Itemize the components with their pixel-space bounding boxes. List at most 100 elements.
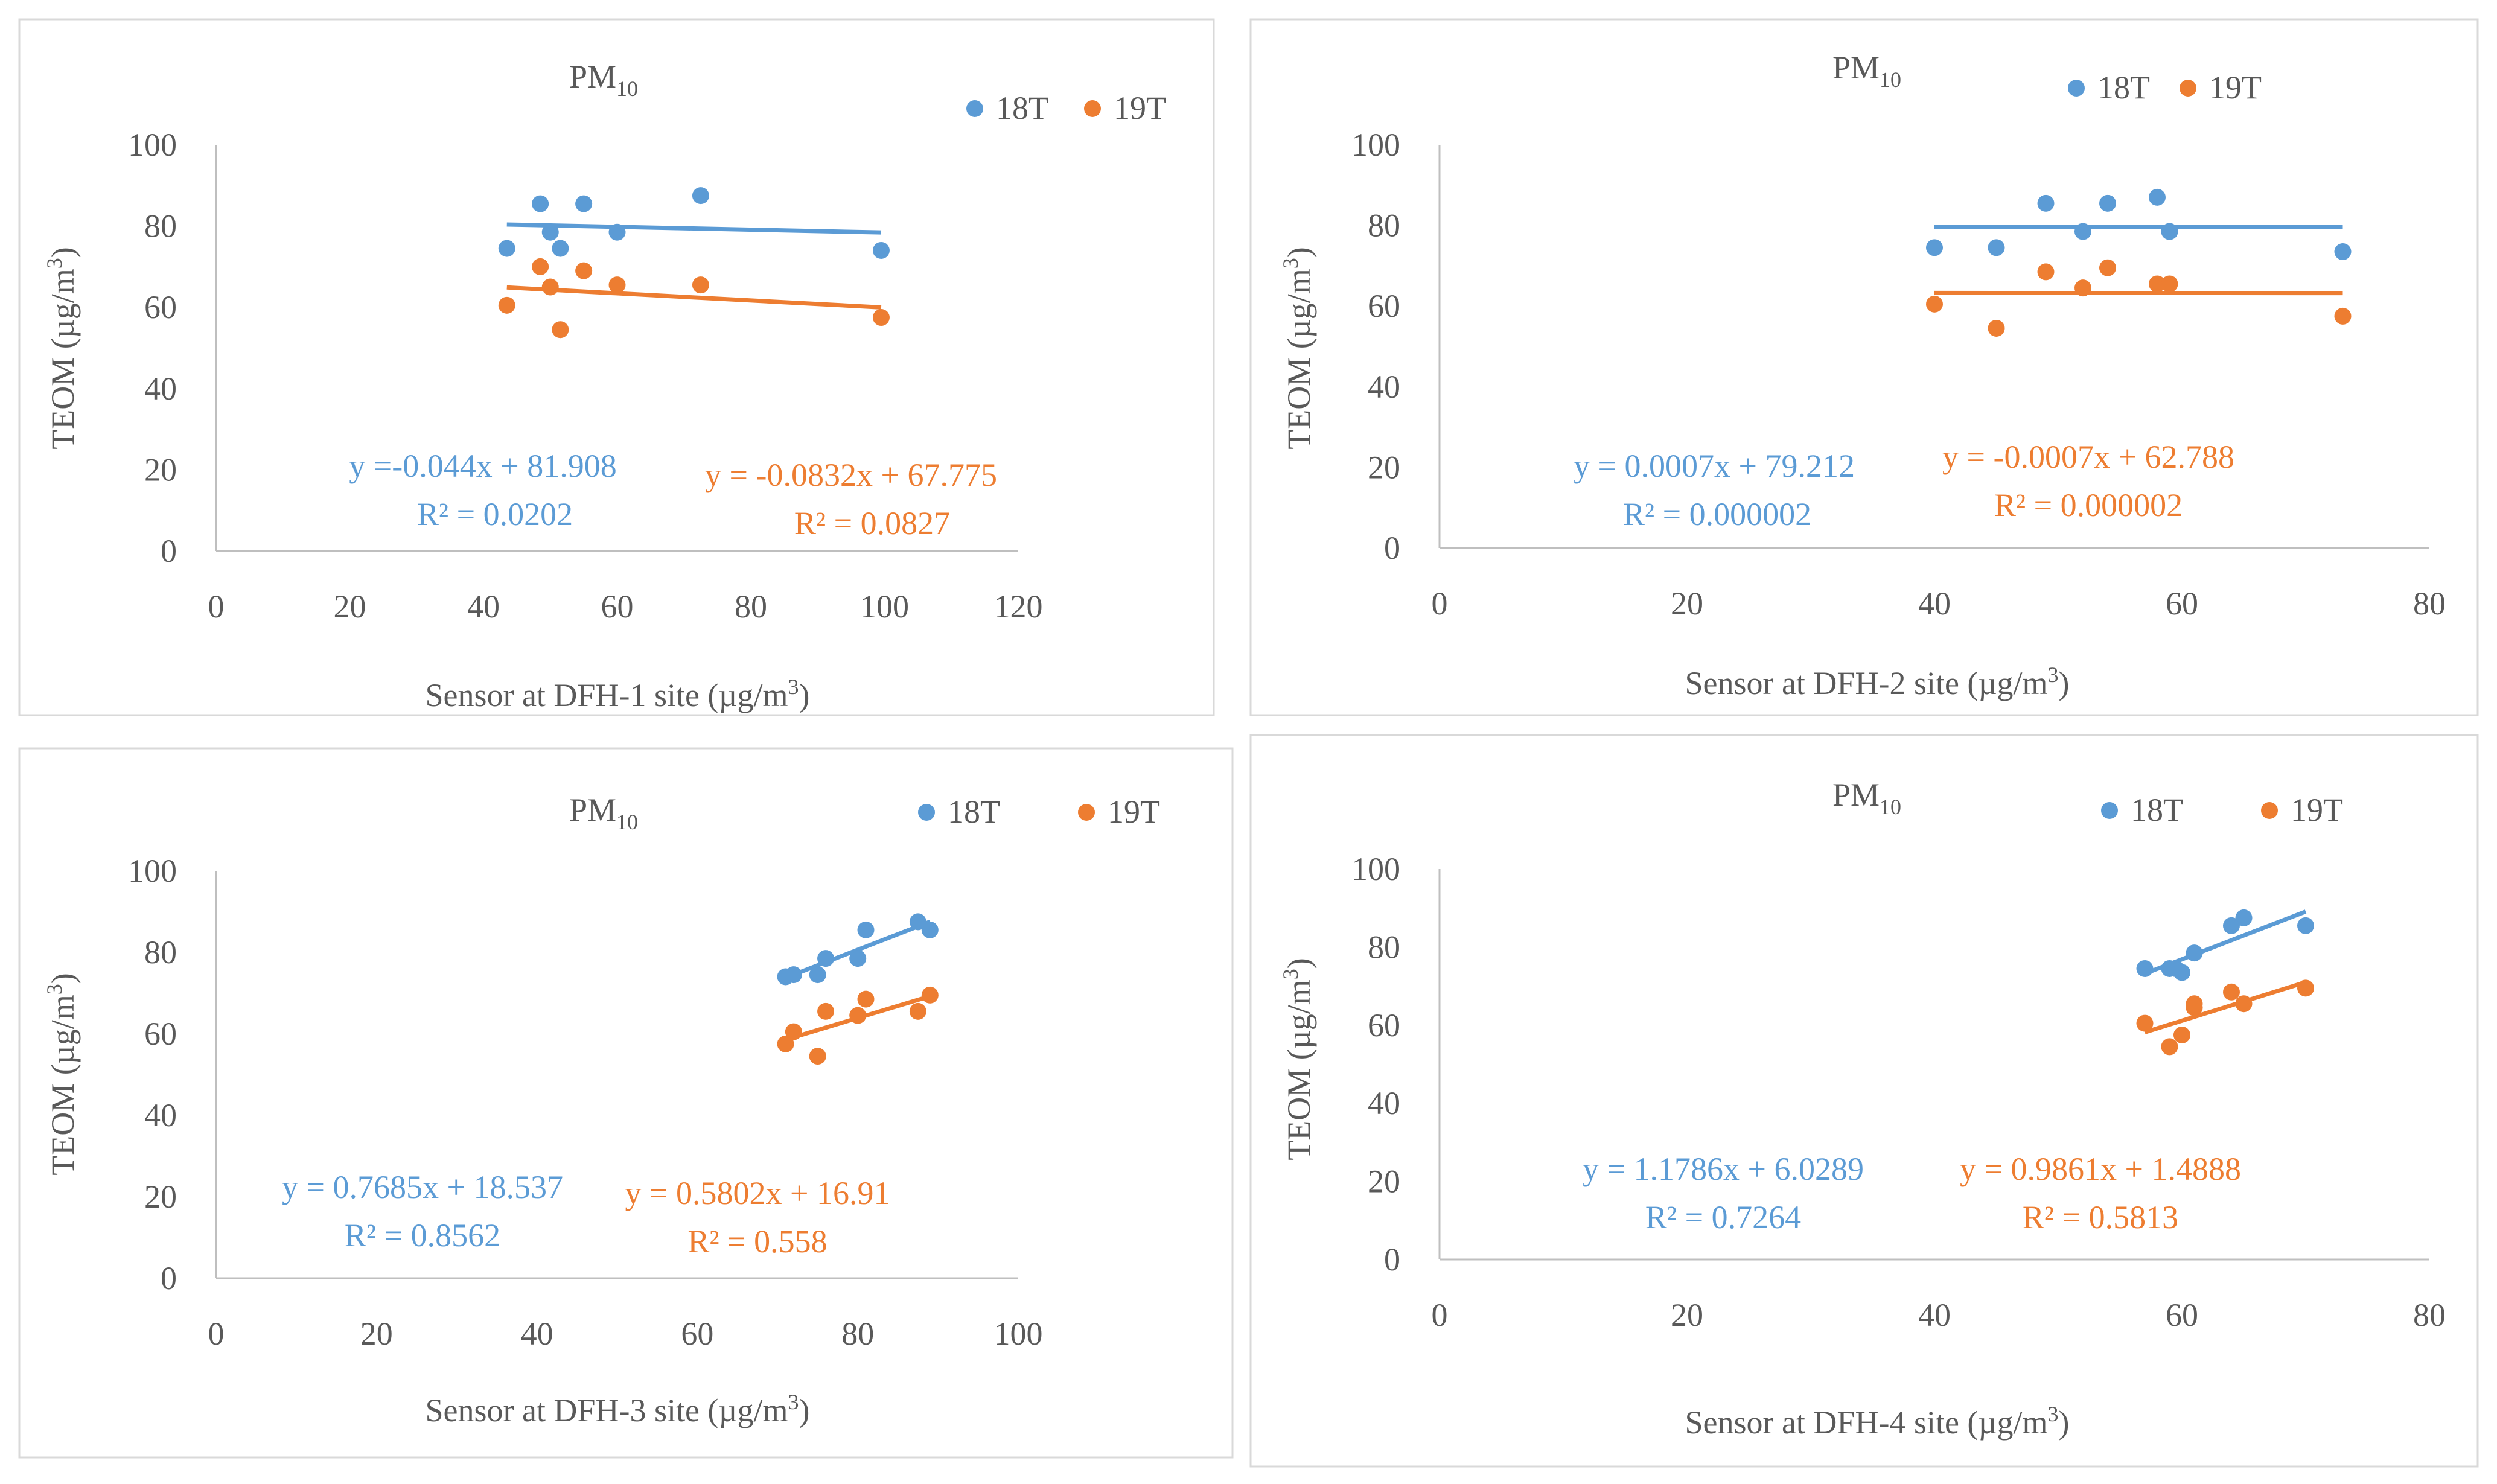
x-tick-label: 20 xyxy=(1671,585,1703,622)
x-tick-label: 40 xyxy=(1918,1297,1951,1333)
chart-panel-3: 0 20 40 60 80 100 0 20 40 60 80 100 PM10 TEOM (µg/m3)… xyxy=(18,747,1234,1459)
y-tick-label: 80 xyxy=(144,934,177,970)
trend-r2-18T: R² = 0.0202 xyxy=(417,496,573,532)
trend-r2-18T: R² = 0.8562 xyxy=(345,1217,500,1253)
x-axis-title: Sensor at DFH-1 site (µg/m3) xyxy=(425,675,809,713)
data-point-18T xyxy=(575,195,593,212)
data-point-18T xyxy=(2099,194,2116,212)
data-point-18T xyxy=(532,195,549,212)
legend-marker-18T xyxy=(2101,802,2118,819)
data-point-19T xyxy=(809,1048,826,1065)
y-tick-label: 40 xyxy=(144,1097,177,1133)
trendline-18T xyxy=(506,222,882,235)
data-point-18T xyxy=(498,240,515,257)
trend-equation-18T: y = 0.0007x + 79.212 xyxy=(1574,448,1855,484)
data-point-18T xyxy=(2334,243,2352,261)
legend-label-18T: 18T xyxy=(948,794,1000,830)
data-point-18T xyxy=(2186,944,2203,962)
data-point-18T xyxy=(2037,194,2055,212)
data-point-18T xyxy=(2297,917,2314,934)
x-tick-label: 100 xyxy=(994,1316,1043,1352)
legend-marker-18T xyxy=(918,804,935,821)
legend-marker-19T xyxy=(1078,804,1095,821)
y-tick-label: 100 xyxy=(128,127,177,163)
data-point-18T xyxy=(2235,909,2253,926)
legend-label-18T: 18T xyxy=(2131,792,2183,828)
data-point-19T xyxy=(857,990,875,1008)
trend-r2-19T: R² = 0.5813 xyxy=(2023,1199,2178,1235)
chart-title: PM10 xyxy=(1832,49,1901,92)
x-tick-label: 0 xyxy=(208,1316,225,1352)
x-tick-label: 100 xyxy=(860,588,909,625)
trendline-18T xyxy=(785,920,931,980)
trend-r2-19T: R² = 0.0827 xyxy=(794,505,950,541)
data-point-18T xyxy=(849,950,867,967)
trend-r2-18T: R² = 0.000002 xyxy=(1623,496,1811,532)
data-point-18T xyxy=(2167,960,2184,977)
data-point-19T xyxy=(921,986,939,1004)
panel-border xyxy=(18,18,1215,716)
data-point-18T xyxy=(785,966,802,984)
y-tick-label: 0 xyxy=(161,1260,177,1296)
data-point-19T xyxy=(2223,983,2240,1001)
x-tick-label: 60 xyxy=(2166,585,2198,622)
data-point-19T xyxy=(777,1035,794,1052)
data-point-19T xyxy=(2334,307,2352,325)
data-point-19T xyxy=(909,1002,926,1020)
data-point-18T xyxy=(817,950,835,967)
x-axis-title: Sensor at DFH-4 site (µg/m3) xyxy=(1685,1402,2069,1441)
data-point-19T xyxy=(2037,263,2055,281)
data-point-18T xyxy=(2223,917,2240,934)
data-point-19T xyxy=(1926,295,1943,313)
legend-label-19T: 19T xyxy=(1108,794,1160,830)
chart-title: PM10 xyxy=(1832,777,1901,819)
data-point-19T xyxy=(575,262,593,279)
data-point-18T xyxy=(692,187,709,205)
legend-label-19T: 19T xyxy=(1114,90,1166,126)
trendline-19T xyxy=(2144,980,2307,1034)
y-axis-title: TEOM (µg/m3) xyxy=(42,973,81,1176)
data-point-19T xyxy=(692,276,709,294)
y-tick-label: 40 xyxy=(144,371,177,407)
x-tick-label: 80 xyxy=(2413,585,2446,622)
x-tick-label: 0 xyxy=(1432,1297,1448,1333)
panel-border xyxy=(1249,18,2479,716)
data-point-19T xyxy=(2161,1038,2178,1056)
data-point-19T xyxy=(2136,1014,2154,1032)
x-tick-label: 60 xyxy=(601,588,634,625)
data-point-19T xyxy=(2235,995,2253,1013)
x-axis-title: Sensor at DFH-3 site (µg/m3) xyxy=(425,1390,809,1428)
data-point-19T xyxy=(2297,979,2314,997)
y-tick-label: 20 xyxy=(144,451,177,488)
chart-title: PM10 xyxy=(569,59,638,101)
y-tick-label: 0 xyxy=(1384,530,1400,566)
data-point-19T xyxy=(785,1023,802,1040)
data-point-19T xyxy=(872,309,890,326)
legend-marker-19T xyxy=(1084,100,1101,117)
trend-equation-18T: y =-0.044x + 81.908 xyxy=(349,448,616,484)
x-tick-label: 20 xyxy=(1671,1297,1703,1333)
trend-equation-18T: y = 0.7685x + 18.537 xyxy=(282,1169,563,1205)
data-point-18T xyxy=(809,966,826,984)
trend-r2-19T: R² = 0.000002 xyxy=(1994,487,2183,523)
x-tick-label: 120 xyxy=(994,588,1043,625)
data-point-19T xyxy=(552,321,569,339)
x-tick-label: 0 xyxy=(1432,585,1448,622)
x-tick-label: 20 xyxy=(334,588,366,625)
y-axis-title: TEOM (µg/m3) xyxy=(1278,958,1317,1161)
trend-r2-18T: R² = 0.7264 xyxy=(1645,1199,1801,1235)
data-point-19T xyxy=(817,1002,835,1020)
trend-equation-19T: y = -0.0007x + 62.788 xyxy=(1942,439,2234,475)
data-point-18T xyxy=(909,913,926,931)
data-point-19T xyxy=(532,258,549,275)
data-point-18T xyxy=(1926,239,1943,256)
data-point-19T xyxy=(2099,259,2116,276)
x-tick-label: 40 xyxy=(1918,585,1951,622)
y-tick-label: 60 xyxy=(144,289,177,325)
legend-marker-18T xyxy=(2068,80,2085,97)
panel-border xyxy=(1249,734,2479,1468)
x-tick-label: 40 xyxy=(467,588,500,625)
data-point-18T xyxy=(857,921,875,938)
legend-marker-19T xyxy=(2180,80,2196,97)
legend-marker-18T xyxy=(966,100,983,117)
